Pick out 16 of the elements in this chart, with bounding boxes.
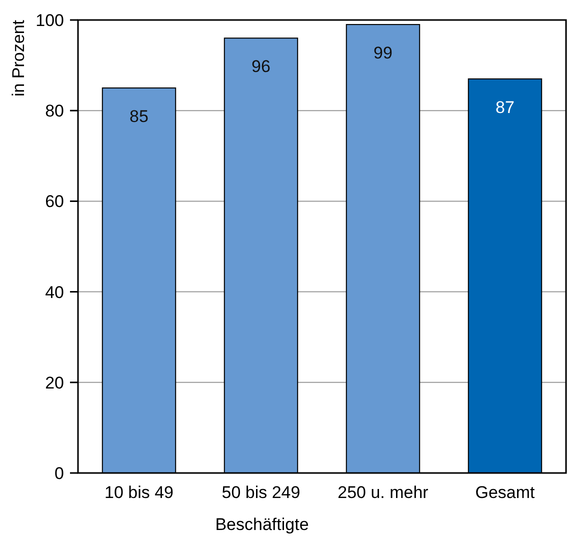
data-label: 85 [130, 106, 148, 126]
y-axis-title: in Prozent [9, 20, 28, 97]
data-label: 96 [252, 57, 270, 76]
y-tick-label: 100 [36, 10, 64, 30]
x-tick-label: 10 bis 49 [104, 483, 174, 502]
y-tick-label: 20 [45, 373, 64, 392]
y-tick-label: 0 [54, 464, 64, 483]
data-label: 99 [374, 44, 392, 63]
y-tick-label: 60 [45, 192, 64, 212]
y-tick-label: 80 [45, 102, 64, 121]
x-tick-label: 250 u. mehr [338, 483, 429, 502]
x-tick-label: 50 bis 249 [222, 483, 300, 502]
y-tick-label: 40 [45, 282, 64, 302]
x-tick-label: Gesamt [475, 483, 536, 502]
x-axis-title: Beschäftigte [215, 515, 309, 534]
data-label: 87 [496, 98, 514, 117]
